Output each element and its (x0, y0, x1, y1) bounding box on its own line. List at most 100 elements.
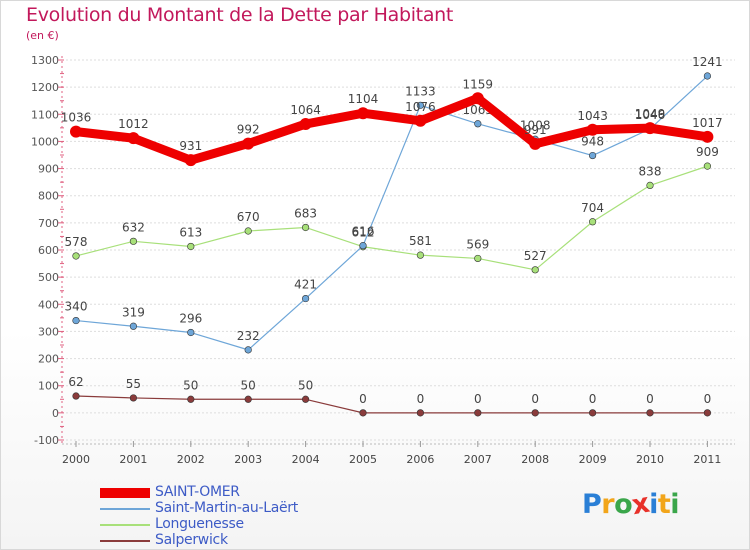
data-point (646, 181, 654, 189)
data-point (359, 242, 367, 250)
data-point (703, 162, 712, 170)
data-label: 1036 (61, 111, 92, 125)
legend-swatch (100, 508, 150, 510)
data-point (588, 151, 597, 160)
data-point (129, 237, 137, 245)
data-point (531, 409, 539, 417)
data-label: 421 (294, 278, 317, 292)
data-label: 232 (237, 329, 260, 343)
data-label: 991 (524, 123, 547, 137)
data-label: 948 (581, 135, 604, 149)
data-label: 50 (298, 378, 313, 392)
data-label: 1159 (463, 77, 494, 91)
data-point (703, 72, 712, 80)
x-tick-label: 2004 (292, 453, 320, 466)
data-label: 0 (417, 392, 425, 406)
data-point (187, 242, 195, 251)
x-tick-label: 2005 (349, 453, 377, 466)
legend-swatch (100, 524, 150, 526)
data-point (646, 409, 654, 417)
y-tick-label: 300 (38, 325, 59, 338)
data-point (70, 125, 82, 138)
series-line (75, 395, 709, 414)
y-tick-label: 0 (52, 407, 59, 420)
y-tick-label: 200 (38, 353, 59, 366)
legend-label: Salperwick (155, 532, 228, 548)
data-point (129, 394, 137, 402)
data-label: 319 (122, 305, 145, 319)
y-tick-label: 1300 (31, 54, 59, 67)
legend-item: Salperwick (100, 532, 360, 549)
legend-label: Longuenesse (155, 516, 244, 532)
chart-title: Evolution du Montant de la Dette par Hab… (26, 4, 454, 26)
x-tick-label: 2006 (406, 453, 434, 466)
data-label: 612 (352, 226, 375, 240)
data-label: 1017 (692, 116, 723, 130)
data-label: 296 (179, 312, 202, 326)
data-point (416, 251, 425, 259)
data-label: 1241 (692, 55, 723, 69)
data-point (586, 123, 599, 136)
x-tick-label: 2010 (636, 453, 664, 466)
series-line (71, 93, 712, 165)
x-tick-label: 2002 (177, 453, 205, 466)
data-label: 569 (466, 237, 489, 251)
data-point (474, 409, 482, 417)
x-tick-label: 2001 (119, 453, 147, 466)
x-tick-label: 2007 (464, 453, 492, 466)
data-point (302, 294, 310, 303)
data-label: 1012 (118, 117, 149, 131)
data-point (588, 218, 597, 226)
data-label: 632 (122, 220, 145, 234)
data-point (302, 223, 310, 232)
y-tick-label: 1000 (31, 135, 59, 148)
data-label: 1043 (577, 109, 608, 123)
data-point (416, 101, 425, 109)
data-point (474, 120, 482, 128)
legend-label: Saint-Martin-au-Laërt (155, 500, 298, 516)
y-tick-label: 1100 (31, 108, 59, 121)
data-label: 1133 (405, 84, 436, 98)
data-label: 613 (179, 225, 202, 239)
data-label: 1104 (348, 92, 379, 106)
data-label: 0 (531, 392, 539, 406)
data-label: 62 (68, 375, 83, 389)
data-label: 0 (359, 392, 367, 406)
chart-legend: SAINT-OMER Saint-Martin-au-Laërt Longuenes… (100, 484, 360, 549)
data-label: 0 (474, 392, 482, 406)
data-point (129, 322, 137, 330)
data-point (302, 395, 310, 403)
data-label: 909 (696, 145, 719, 159)
x-tick-label: 2003 (234, 453, 262, 466)
data-label: 616 (352, 225, 375, 239)
legend-item: Longuenesse (100, 516, 360, 533)
chart-subtitle: (en €) (26, 29, 59, 42)
data-point (357, 107, 369, 120)
data-point (359, 409, 367, 417)
data-point (187, 395, 195, 403)
data-label: 55 (126, 377, 141, 391)
data-point (242, 137, 255, 150)
data-point (244, 346, 252, 354)
series-line (75, 165, 709, 271)
data-label: 578 (65, 235, 88, 249)
y-tick-label: 500 (38, 271, 59, 284)
y-tick-label: 800 (38, 190, 59, 203)
data-point (127, 132, 140, 145)
data-point (703, 409, 712, 417)
data-point (184, 154, 197, 167)
data-label: 670 (237, 210, 260, 224)
proxiti-logo: Proxiti (582, 487, 680, 522)
data-label: 0 (589, 392, 597, 406)
data-point (299, 118, 312, 131)
y-tick-label: 600 (38, 244, 59, 257)
legend-swatch (100, 488, 150, 498)
data-label: 992 (237, 123, 260, 137)
data-point (644, 122, 656, 135)
data-label: 1049 (635, 107, 666, 121)
y-tick-label: 700 (38, 217, 59, 230)
data-label: 838 (639, 164, 662, 178)
y-tick-label: 400 (38, 298, 59, 311)
data-point (471, 92, 484, 105)
